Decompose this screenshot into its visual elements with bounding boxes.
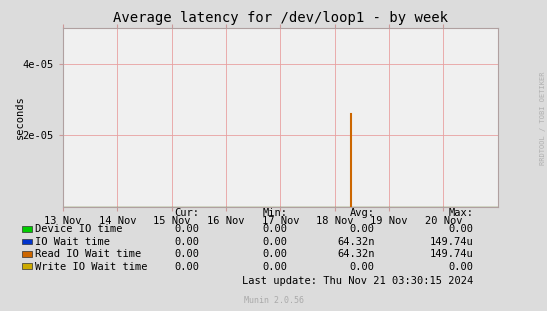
Text: IO Wait time: IO Wait time bbox=[35, 237, 110, 247]
Text: 0.00: 0.00 bbox=[174, 224, 200, 234]
Text: 0.00: 0.00 bbox=[174, 249, 200, 259]
Text: Munin 2.0.56: Munin 2.0.56 bbox=[243, 296, 304, 305]
Text: 0.00: 0.00 bbox=[262, 224, 287, 234]
Text: 149.74u: 149.74u bbox=[429, 237, 473, 247]
Y-axis label: seconds: seconds bbox=[15, 95, 25, 139]
Text: 149.74u: 149.74u bbox=[429, 249, 473, 259]
Text: Cur:: Cur: bbox=[174, 208, 200, 218]
Text: Max:: Max: bbox=[448, 208, 473, 218]
Text: Avg:: Avg: bbox=[350, 208, 375, 218]
Text: 64.32n: 64.32n bbox=[337, 249, 375, 259]
Text: 0.00: 0.00 bbox=[448, 224, 473, 234]
Text: 0.00: 0.00 bbox=[350, 224, 375, 234]
Title: Average latency for /dev/loop1 - by week: Average latency for /dev/loop1 - by week bbox=[113, 12, 448, 26]
Text: Min:: Min: bbox=[262, 208, 287, 218]
Text: Last update: Thu Nov 21 03:30:15 2024: Last update: Thu Nov 21 03:30:15 2024 bbox=[242, 276, 473, 285]
Text: 0.00: 0.00 bbox=[350, 262, 375, 272]
Text: 0.00: 0.00 bbox=[448, 262, 473, 272]
Text: 0.00: 0.00 bbox=[174, 262, 200, 272]
Text: 0.00: 0.00 bbox=[262, 262, 287, 272]
Text: Device IO time: Device IO time bbox=[35, 224, 123, 234]
Text: Write IO Wait time: Write IO Wait time bbox=[35, 262, 148, 272]
Text: 0.00: 0.00 bbox=[174, 237, 200, 247]
Text: 0.00: 0.00 bbox=[262, 237, 287, 247]
Text: Read IO Wait time: Read IO Wait time bbox=[35, 249, 141, 259]
Text: 64.32n: 64.32n bbox=[337, 237, 375, 247]
Text: RRDTOOL / TOBI OETIKER: RRDTOOL / TOBI OETIKER bbox=[540, 72, 546, 165]
Text: 0.00: 0.00 bbox=[262, 249, 287, 259]
